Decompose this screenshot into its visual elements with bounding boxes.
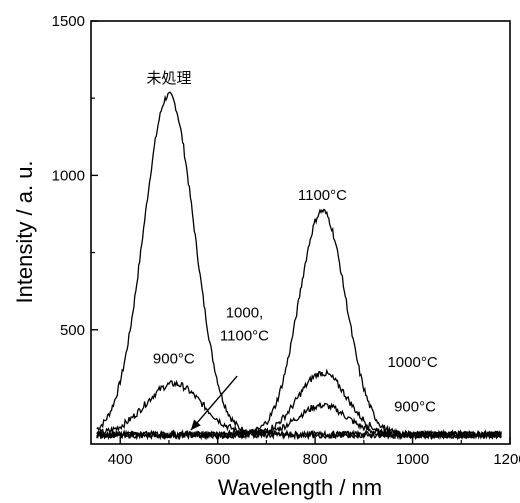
annotation-arrow-line [190,375,238,431]
series-line-2 [96,368,502,441]
series-line-1 [96,379,502,441]
y-axis-title: Intensity / a. u. [12,160,37,303]
x-tick-label: 800 [303,451,328,468]
x-tick-label: 400 [108,451,133,468]
y-tick-label: 1000 [52,167,85,184]
plot-frame [90,20,511,445]
annotation-label: 900°C [153,351,195,368]
series-layer [96,91,502,441]
y-tick-label: 500 [60,322,85,339]
y-tick-label: 1500 [52,13,85,30]
annotation-label: 1000, [226,304,264,321]
annotation-label: 900°C [394,399,436,416]
axis-ticks: 400 600 800 1000 1200 500 1000 1500 [52,13,520,468]
annotation-label: 1000°C [387,354,437,371]
series-line-4 [96,428,502,441]
annotation-label: 未処理 [146,70,191,87]
x-tick-label: 1200 [493,451,520,468]
x-axis-title: Wavelength / nm [218,475,382,500]
x-tick-label: 600 [205,451,230,468]
annotation-arrow-head [190,419,201,431]
annotation-layer: 未処理 1100°C 1000°C 900°C 900°C 1000, 1100°C [146,70,438,431]
x-tick-label: 1000 [396,451,429,468]
series-line-0 [96,91,502,441]
annotation-label: 1100°C [298,187,347,204]
series-line-3 [96,208,502,441]
annotation-label: 1100°C [220,328,269,345]
